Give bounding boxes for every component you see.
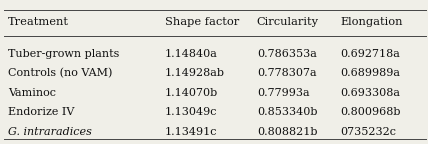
- Text: 0735232c: 0735232c: [340, 127, 396, 137]
- Text: 1.14928ab: 1.14928ab: [165, 68, 225, 78]
- Text: 1.14840a: 1.14840a: [165, 49, 218, 59]
- Text: Controls (no VAM): Controls (no VAM): [8, 68, 112, 79]
- Text: 0.800968b: 0.800968b: [340, 107, 401, 117]
- Text: Treatment: Treatment: [8, 17, 69, 27]
- Text: Elongation: Elongation: [340, 17, 403, 27]
- Text: 0.778307a: 0.778307a: [257, 68, 316, 78]
- Text: 0.693308a: 0.693308a: [340, 88, 400, 98]
- Text: Endorize IV: Endorize IV: [8, 107, 74, 117]
- Text: 0.853340b: 0.853340b: [257, 107, 317, 117]
- Text: 0.692718a: 0.692718a: [340, 49, 400, 59]
- Text: 1.13049c: 1.13049c: [165, 107, 217, 117]
- Text: 1.13491c: 1.13491c: [165, 127, 217, 137]
- Text: Tuber-grown plants: Tuber-grown plants: [8, 49, 119, 59]
- Text: 0.786353a: 0.786353a: [257, 49, 317, 59]
- Text: 0.689989a: 0.689989a: [340, 68, 400, 78]
- Text: Vaminoc: Vaminoc: [8, 88, 56, 98]
- Text: 0.808821b: 0.808821b: [257, 127, 317, 137]
- Text: G. intraradices: G. intraradices: [8, 127, 92, 137]
- Text: 1.14070b: 1.14070b: [165, 88, 218, 98]
- Text: Shape factor: Shape factor: [165, 17, 239, 27]
- Text: Circularity: Circularity: [257, 17, 319, 27]
- Text: 0.77993a: 0.77993a: [257, 88, 309, 98]
